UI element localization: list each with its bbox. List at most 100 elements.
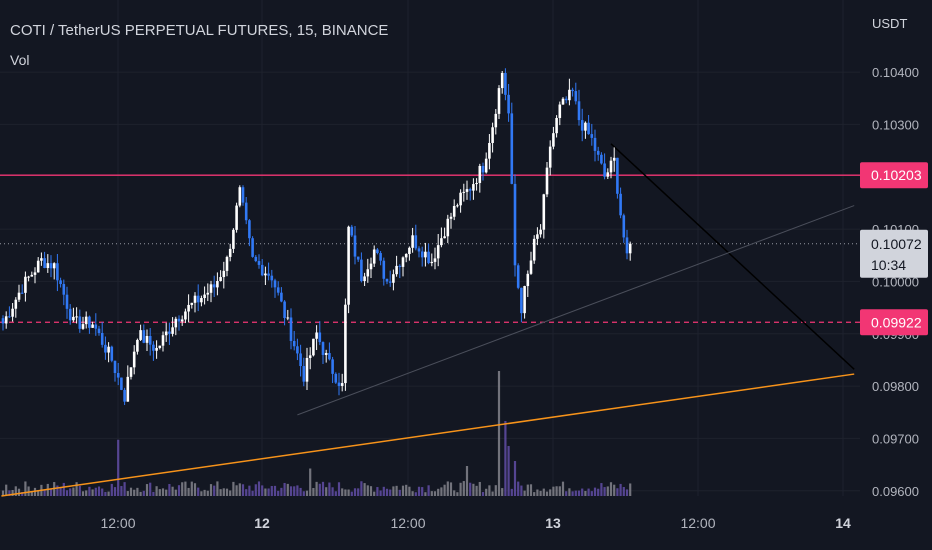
volume-bar <box>497 371 501 496</box>
volume-bar <box>462 481 465 496</box>
resistance-badge-value: 0.10203 <box>871 167 922 183</box>
orange-trendline[interactable] <box>1 373 855 497</box>
candle-body <box>318 332 322 343</box>
candle-body <box>350 226 354 236</box>
candle-body <box>603 163 606 177</box>
black-trendline[interactable] <box>610 143 855 370</box>
volume-bar <box>168 484 171 496</box>
candle-body <box>456 205 459 207</box>
volume-bar <box>555 486 558 496</box>
volume-bar <box>120 486 123 496</box>
candle-body <box>433 258 437 262</box>
volume-bar <box>363 483 366 496</box>
price-tick-label: 0.09600 <box>872 484 919 499</box>
volume-bar <box>449 482 453 496</box>
volume-bar <box>606 486 609 496</box>
volume-bar <box>232 481 235 496</box>
candle-body <box>142 330 146 343</box>
candle-body <box>184 311 187 320</box>
volume-bar <box>526 484 529 496</box>
candle-body <box>315 332 318 339</box>
volume-bar <box>616 488 619 496</box>
volume-bar <box>568 488 571 496</box>
candle-body <box>312 338 315 356</box>
volume-bar <box>11 489 14 496</box>
volume-bar <box>305 490 309 496</box>
volume-indicator-label[interactable]: Vol <box>10 52 30 68</box>
candle-body <box>43 258 46 269</box>
volume-bar <box>545 491 549 496</box>
volume-bar <box>385 488 389 496</box>
candle-body <box>59 280 62 285</box>
support-badge-value: 0.09922 <box>871 314 922 330</box>
volume-bar <box>110 483 113 496</box>
volume-bar <box>81 491 85 496</box>
volume-bar <box>193 483 197 496</box>
candle-body <box>174 318 178 328</box>
candle-body <box>1 318 5 324</box>
volume-bar <box>8 490 11 496</box>
chart-grid <box>0 0 860 496</box>
candle-body <box>62 284 66 295</box>
volume-bar <box>190 481 193 496</box>
candle-body <box>440 238 443 246</box>
resistance-badge <box>860 162 928 189</box>
volume-bar <box>373 491 376 496</box>
candle-body <box>462 191 466 193</box>
candle-body <box>152 344 155 351</box>
candle-body <box>283 301 286 318</box>
volume-bar <box>481 492 485 496</box>
candle-body <box>542 194 546 230</box>
volume-bar <box>123 482 126 496</box>
candle-body <box>331 359 334 374</box>
candle-body <box>436 245 440 259</box>
price-axis[interactable]: 0.096000.097000.098000.099000.100000.101… <box>872 65 919 499</box>
volume-bar <box>469 482 472 496</box>
candle-body <box>324 353 328 355</box>
candle-body <box>225 256 229 271</box>
volume-bar <box>401 485 405 496</box>
candle-body <box>356 256 360 260</box>
candle-body <box>49 263 53 269</box>
volume-bar <box>456 492 459 496</box>
volume-bar <box>565 491 568 496</box>
volume-bar <box>104 491 107 496</box>
volume-bar <box>30 491 33 496</box>
volume-bar <box>139 491 142 496</box>
volume-bar <box>539 490 542 496</box>
candle-body <box>529 260 533 274</box>
volume-bar <box>59 487 62 496</box>
volume-bar <box>136 487 139 496</box>
volume-bar <box>56 485 59 496</box>
candle-body <box>11 308 14 317</box>
candle-body <box>187 304 190 312</box>
time-axis[interactable]: 12:00 12 12:00 13 12:00 14 <box>100 515 851 531</box>
candle-body <box>580 120 584 131</box>
time-tick-label: 12 <box>254 515 270 531</box>
volume-bar <box>574 490 577 496</box>
candle-body <box>46 263 50 269</box>
volume-bar <box>494 485 497 496</box>
candle-body <box>139 330 142 340</box>
candle-body <box>235 205 238 230</box>
volume-bar <box>533 492 536 496</box>
volume-bar <box>117 439 120 496</box>
volume-bar <box>472 483 475 496</box>
volume-bar <box>184 481 187 496</box>
candle-body <box>180 319 184 322</box>
candle-body <box>88 316 91 328</box>
volume-bar <box>542 488 545 496</box>
volume-bar <box>465 466 469 496</box>
volume-bar <box>619 483 622 496</box>
volume-bar <box>27 486 30 496</box>
volume-bar <box>145 484 149 496</box>
symbol-title[interactable]: COTI / TetherUS PERPETUAL FUTURES, 15, B… <box>10 22 389 39</box>
candle-body <box>593 137 597 151</box>
volume-bar <box>62 482 65 496</box>
grey-trendline[interactable] <box>297 205 855 416</box>
candle-body <box>468 189 472 191</box>
time-tick-label: 14 <box>835 515 851 531</box>
volume-bar <box>558 486 561 496</box>
price-tick-label: 0.09700 <box>872 431 919 446</box>
